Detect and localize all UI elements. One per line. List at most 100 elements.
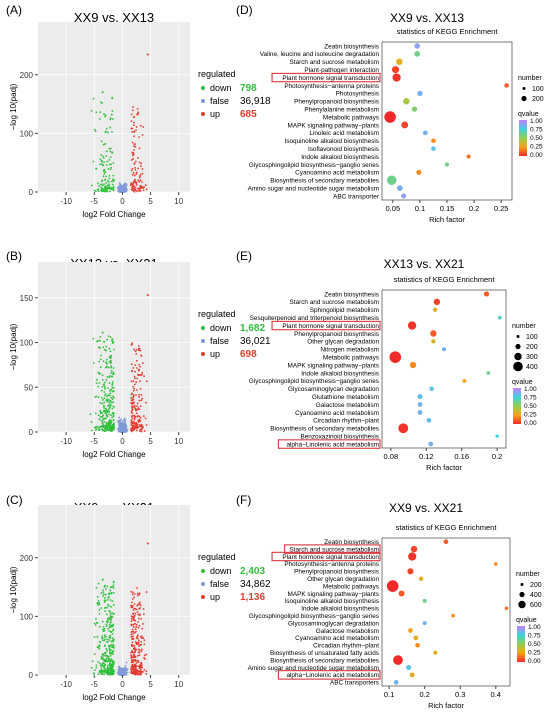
point-up <box>131 628 134 631</box>
point-up <box>135 125 138 128</box>
point-up <box>130 633 133 636</box>
point-up <box>133 420 136 423</box>
point-false <box>125 184 128 187</box>
point-up <box>134 370 136 373</box>
point-down <box>105 625 108 628</box>
point-down <box>100 396 103 399</box>
point-up <box>132 630 135 633</box>
point-up <box>142 189 145 192</box>
point-down <box>104 190 107 193</box>
size-legend-dot <box>522 87 526 90</box>
point-down <box>104 407 107 410</box>
point-down <box>102 170 105 172</box>
legend-count: 34,862 <box>240 579 271 590</box>
x-tick-label: 0.3 <box>455 690 465 699</box>
point-down <box>107 422 110 424</box>
highlight-box <box>271 320 381 331</box>
point-false <box>124 185 127 188</box>
point-down <box>95 666 98 669</box>
point-down <box>103 387 106 390</box>
point-up <box>133 178 136 181</box>
pathway-dot <box>444 162 450 167</box>
point-up <box>135 367 138 369</box>
point-down <box>89 413 92 416</box>
point-up <box>137 373 139 376</box>
point-down <box>95 111 98 114</box>
point-down <box>103 593 105 596</box>
point-down <box>103 658 106 661</box>
pathway-label: Photosynthesis−antenna proteins <box>284 83 379 90</box>
point-down <box>94 412 97 415</box>
point-down <box>106 618 109 620</box>
point-up <box>132 106 134 109</box>
point-up <box>136 592 139 595</box>
pathway-label: Glycosphingolipid biosynthesis−ganglio s… <box>249 378 379 385</box>
point-up <box>133 651 136 654</box>
point-down <box>102 346 105 349</box>
point-up <box>134 612 137 615</box>
size-legend-label: 200 <box>526 344 538 351</box>
point-up <box>131 641 134 644</box>
x-tick-label: 0.2 <box>469 204 479 213</box>
pathway-label: Amino sugar and nucleotide sugar metabol… <box>248 185 379 192</box>
pathway-label: Galactose metabolism <box>316 402 379 409</box>
point-up <box>130 120 133 123</box>
point-down <box>97 599 100 602</box>
point-down <box>99 339 101 342</box>
y-axis-title: −log 10(padj) <box>9 323 18 370</box>
pathway-dot <box>431 146 436 151</box>
point-down <box>107 659 110 662</box>
pathway-label: Nitrogen metabolism <box>320 347 379 354</box>
pathway-dot <box>417 90 423 97</box>
pathway-label: Cyanoamino acid metabolism <box>295 635 379 642</box>
point-false <box>118 421 121 424</box>
point-down <box>108 421 111 423</box>
point-down <box>108 177 111 180</box>
point-up <box>135 171 138 174</box>
panel-title: XX9 vs. XX13 <box>390 11 464 25</box>
size-legend-title: number <box>516 571 540 578</box>
point-down <box>95 190 97 193</box>
point-up <box>137 187 140 190</box>
point-up <box>141 397 144 400</box>
point-up <box>139 613 141 616</box>
point-up <box>131 417 134 420</box>
point-down <box>103 348 106 351</box>
point-down <box>107 655 110 658</box>
point-up <box>143 613 145 616</box>
size-legend-dot <box>520 583 524 586</box>
point-down <box>108 408 110 411</box>
point-up <box>135 425 138 428</box>
point-down <box>90 109 93 112</box>
point-down <box>104 417 107 420</box>
point-down <box>93 653 96 656</box>
point-up <box>142 608 145 610</box>
point-down <box>104 114 107 117</box>
x-axis-title: log2 Fold Change <box>82 693 146 702</box>
pathway-dot <box>451 613 455 618</box>
point-down <box>110 401 113 404</box>
point-down <box>105 150 108 153</box>
pathway-label: ABC transporter <box>333 193 380 200</box>
point-down <box>102 630 105 632</box>
color-legend-tick: 1.00 <box>524 386 537 393</box>
x-tick-label: 10 <box>174 437 183 446</box>
point-up <box>132 651 134 654</box>
point-down <box>98 185 100 187</box>
point-down <box>97 396 100 399</box>
point-up <box>138 408 141 411</box>
pathway-label: alpha−Linolenic acid metabolism <box>286 672 379 679</box>
x-tick-label: 0.1 <box>384 690 394 699</box>
point-down <box>101 91 104 94</box>
point-up <box>133 135 135 138</box>
point-false <box>125 661 128 664</box>
point-down <box>105 175 107 178</box>
point-down <box>112 670 114 672</box>
kegg-panel: (F) XX9 vs. XX21 statistics of KEGG Enrich… <box>236 493 542 710</box>
point-false <box>123 666 126 669</box>
point-down <box>104 179 107 181</box>
x-tick-label: 5 <box>148 680 153 689</box>
point-down <box>103 427 106 430</box>
